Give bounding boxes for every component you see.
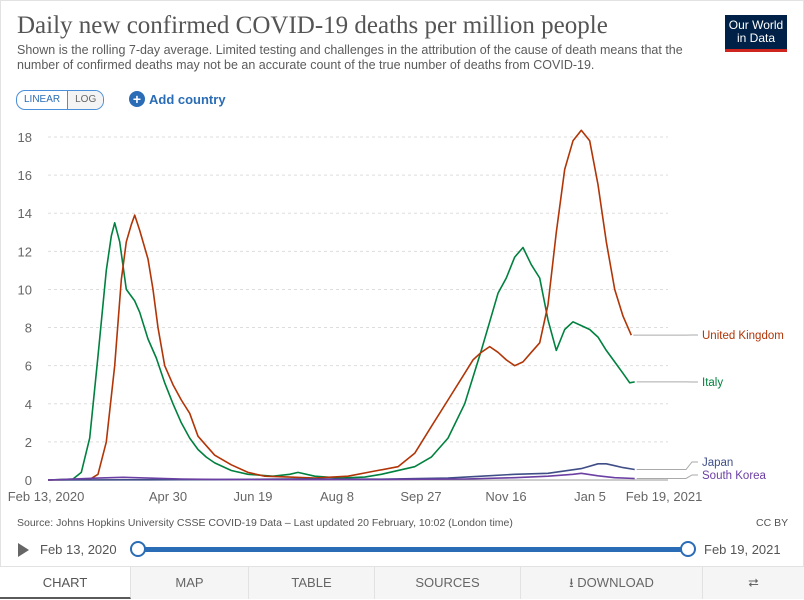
share-button[interactable]: ⮂: [703, 567, 804, 599]
tab-map[interactable]: MAP: [131, 567, 249, 599]
logo-line-2: in Data: [725, 32, 787, 45]
tab-download[interactable]: ⭳ DOWNLOAD: [521, 567, 703, 599]
add-country-label: Add country: [149, 92, 226, 107]
y-tick-label: 18: [18, 130, 32, 145]
y-tick-label: 0: [25, 473, 32, 488]
x-tick-label: Jan 5: [574, 489, 606, 504]
y-tick-label: 12: [18, 244, 32, 259]
y-tick-label: 4: [25, 397, 32, 412]
y-tick-label: 10: [18, 282, 32, 297]
download-label: DOWNLOAD: [577, 575, 654, 590]
timeline-end-handle[interactable]: [680, 541, 696, 557]
x-tick-label: Aug 8: [320, 489, 354, 504]
y-tick-label: 2: [25, 435, 32, 450]
owid-logo[interactable]: Our World in Data: [725, 15, 787, 52]
logo-line-1: Our World: [725, 19, 787, 32]
source-note: Source: Johns Hopkins University CSSE CO…: [17, 517, 513, 529]
timeline-end-label: Feb 19, 2021: [704, 542, 781, 557]
x-tick-label: Apr 30: [149, 489, 187, 504]
y-tick-label: 16: [18, 168, 32, 183]
series-label: Japan: [702, 457, 733, 469]
series-line: [48, 130, 631, 480]
linear-scale-button[interactable]: LINEAR: [17, 91, 68, 109]
chart-title: Daily new confirmed COVID-19 deaths per …: [17, 12, 608, 40]
share-icon: ⮂: [748, 575, 758, 590]
x-tick-label: Feb 19, 2021: [626, 489, 703, 504]
tab-chart[interactable]: CHART: [0, 567, 131, 599]
timeline-start-label: Feb 13, 2020: [40, 542, 117, 557]
tab-sources[interactable]: SOURCES: [375, 567, 521, 599]
plus-icon: +: [129, 91, 145, 107]
y-tick-label: 8: [25, 321, 32, 336]
scale-toggle[interactable]: LINEAR LOG: [16, 90, 104, 110]
license-label[interactable]: CC BY: [756, 517, 788, 529]
chart-subtitle: Shown is the rolling 7-day average. Limi…: [17, 43, 707, 72]
x-tick-label: Feb 13, 2020: [8, 489, 85, 504]
series-label: United Kingdom: [702, 330, 784, 342]
series-label: South Korea: [702, 470, 767, 482]
x-tick-label: Sep 27: [400, 489, 441, 504]
line-chart: 0 2 4 6 8 10 12 14 16 18 Feb 13, 2020 Apr 30 Jun 19 A…: [0, 120, 804, 510]
tab-table[interactable]: TABLE: [249, 567, 375, 599]
log-scale-button[interactable]: LOG: [68, 91, 103, 109]
series-label-connector: [637, 475, 698, 478]
y-tick-label: 14: [18, 206, 32, 221]
add-country-button[interactable]: + Add country: [129, 91, 226, 107]
timeline-start-handle[interactable]: [130, 541, 146, 557]
play-icon[interactable]: [18, 543, 29, 557]
timeline-track[interactable]: [137, 547, 688, 552]
y-tick-label: 6: [25, 359, 32, 374]
timeline: Feb 13, 2020 Feb 19, 2021: [0, 538, 804, 560]
series-label-connector: [637, 462, 698, 470]
tab-bar: CHART MAP TABLE SOURCES ⭳ DOWNLOAD ⮂: [0, 566, 804, 600]
x-tick-label: Nov 16: [485, 489, 526, 504]
x-tick-label: Jun 19: [233, 489, 272, 504]
series-label: Italy: [702, 377, 723, 389]
